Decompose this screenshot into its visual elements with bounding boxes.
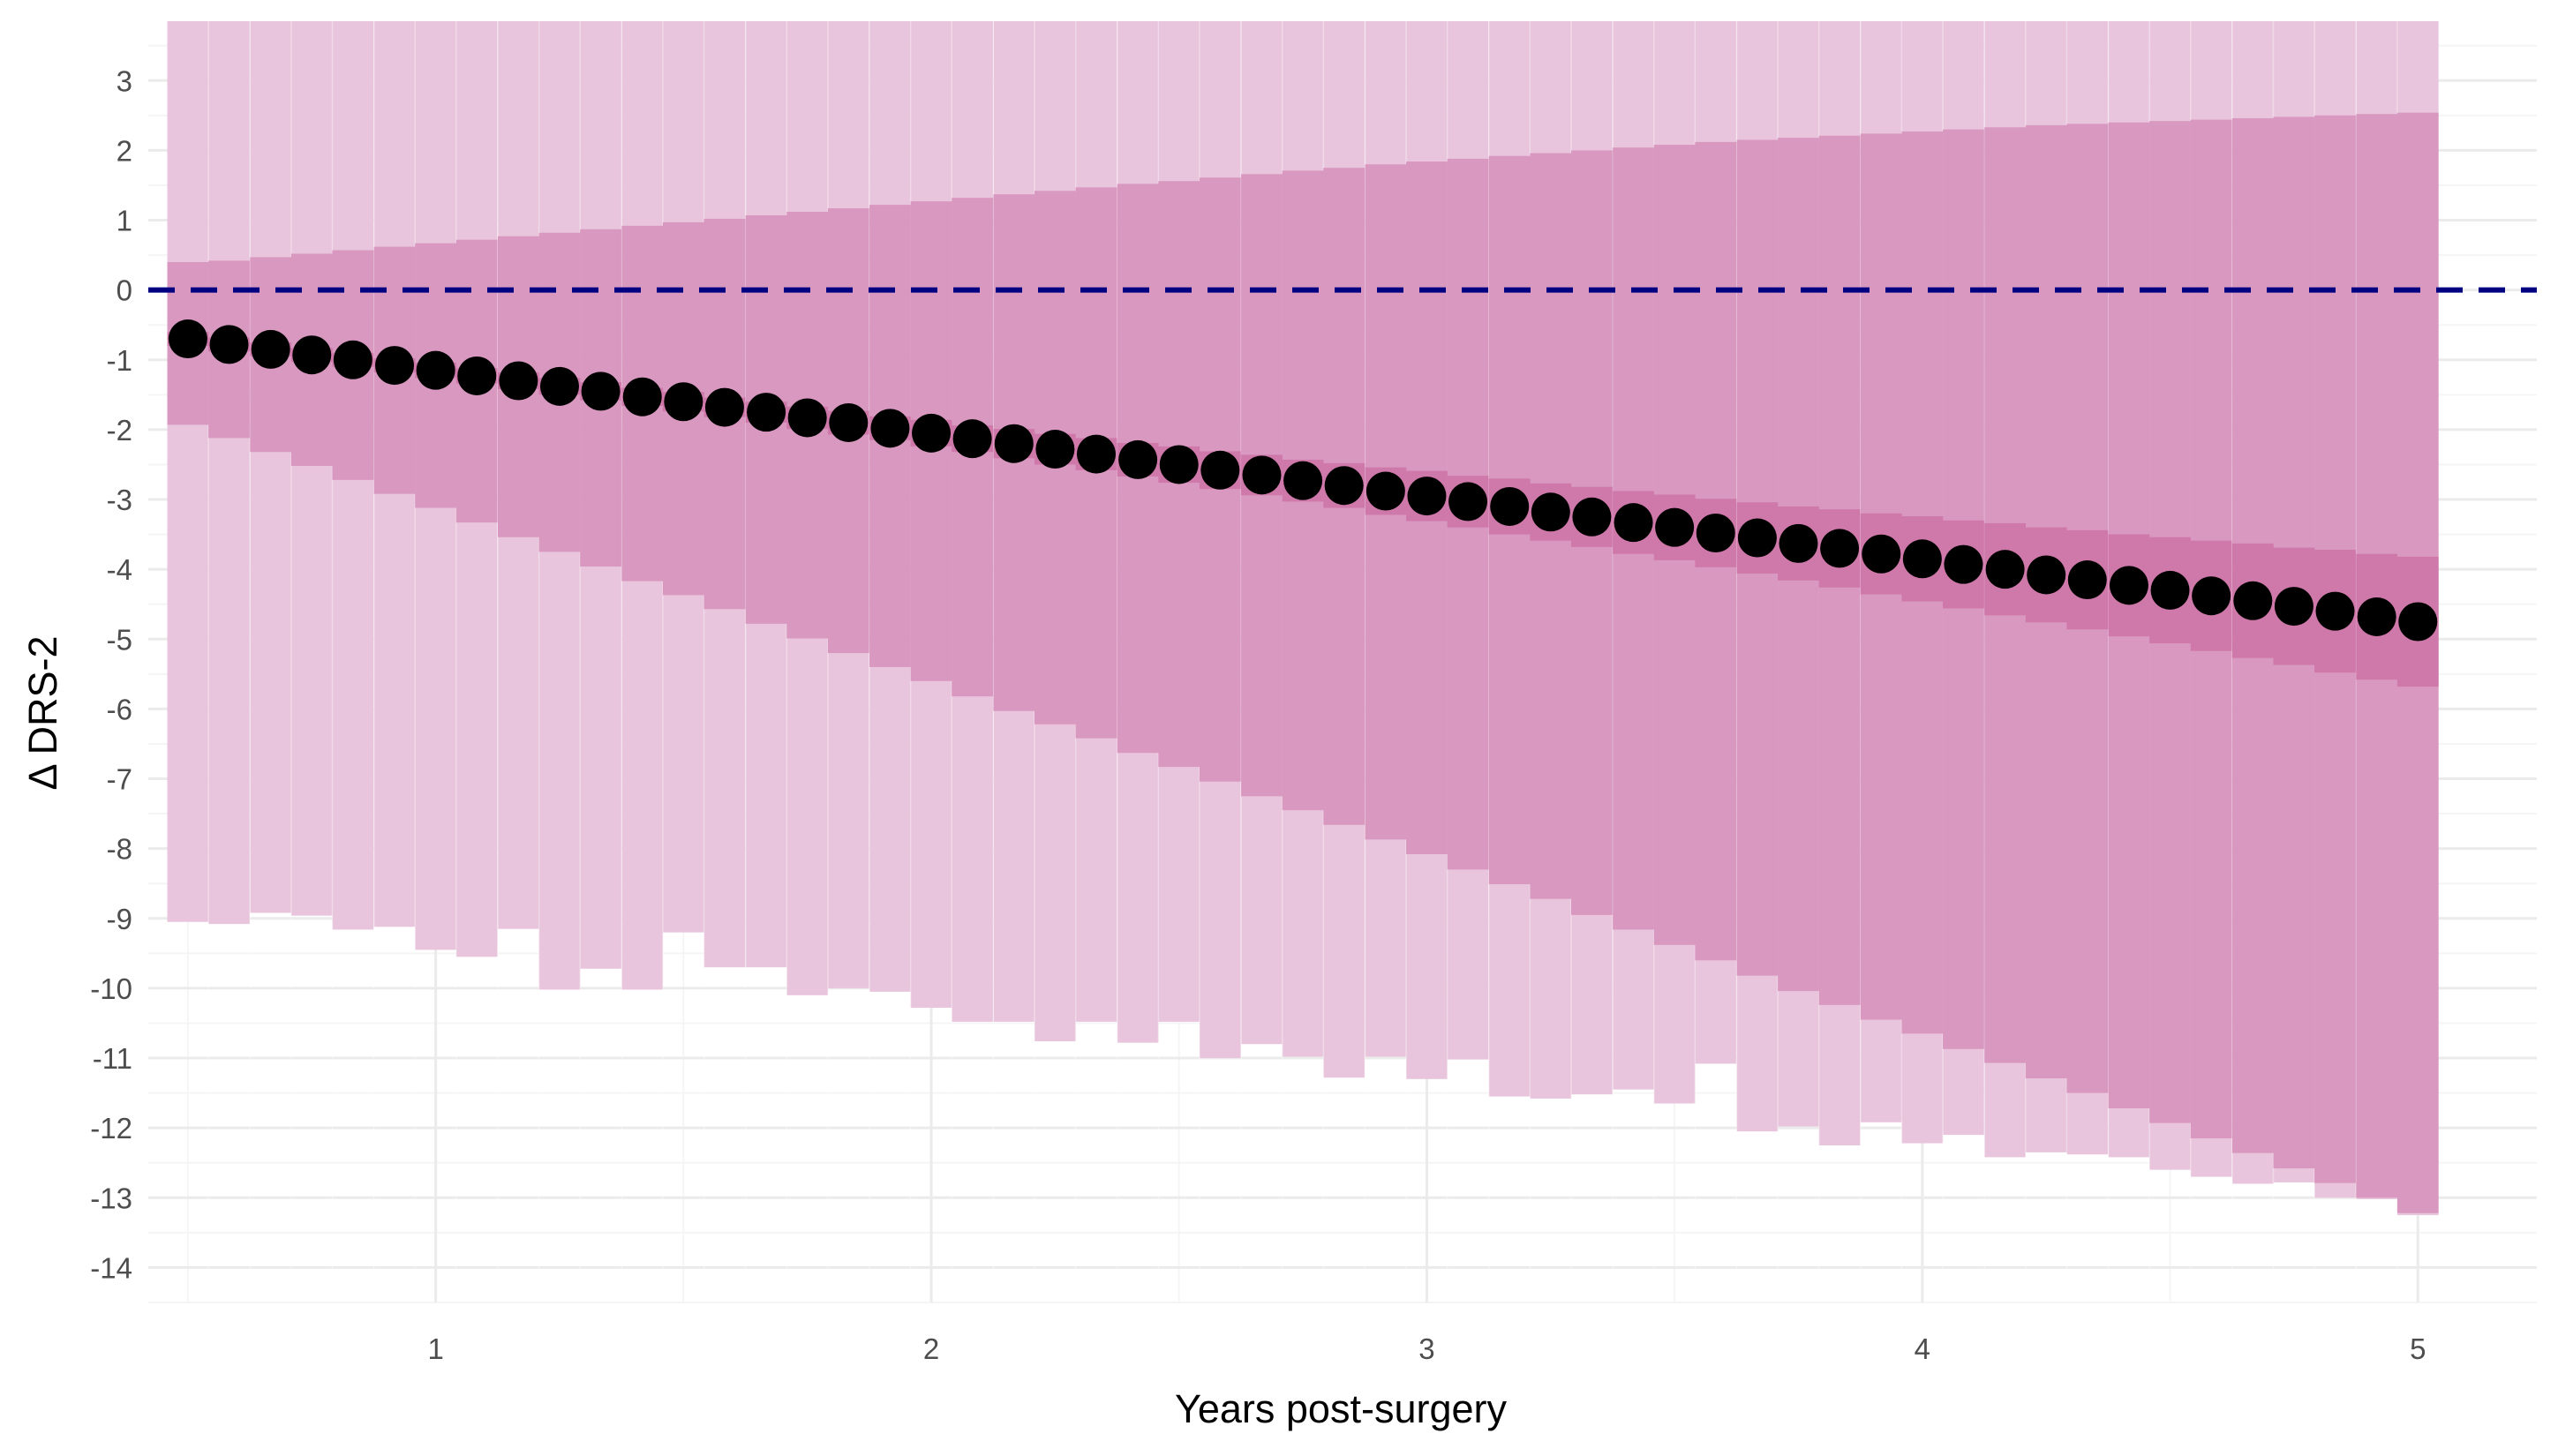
data-point <box>870 409 910 448</box>
data-point <box>1820 529 1860 568</box>
data-point <box>1696 514 1735 553</box>
x-axis-title: Years post-surgery <box>1175 1386 1508 1431</box>
data-point <box>375 346 415 386</box>
y-tick-label: -9 <box>107 903 132 935</box>
data-point <box>2233 581 2273 620</box>
data-point <box>1407 477 1447 516</box>
data-point <box>1283 461 1323 500</box>
data-point <box>416 350 455 390</box>
y-tick-label: 0 <box>117 274 132 307</box>
y-axis-title: Δ DRS-2 <box>20 635 65 790</box>
data-point <box>581 372 621 411</box>
data-point <box>1655 507 1695 547</box>
data-point <box>664 382 703 422</box>
data-point <box>1242 455 1282 495</box>
data-point <box>1779 523 1818 563</box>
y-tick-label: -11 <box>93 1042 132 1075</box>
outer-interval-bar <box>250 21 292 913</box>
data-point <box>747 393 786 432</box>
data-point <box>2150 570 2190 610</box>
data-point <box>539 366 579 406</box>
data-point <box>209 325 249 364</box>
y-tick-label: 1 <box>117 205 132 237</box>
data-point <box>292 335 332 375</box>
y-tick-label: -1 <box>107 344 132 377</box>
data-point <box>251 329 290 369</box>
data-point <box>952 419 992 459</box>
x-tick-label: 5 <box>2410 1332 2426 1365</box>
data-point <box>1902 539 1942 579</box>
y-tick-label: -3 <box>107 484 132 516</box>
y-tick-label: -7 <box>107 763 132 796</box>
data-point <box>1490 486 1530 526</box>
data-points <box>168 319 2438 642</box>
outer-interval-bar <box>290 21 333 916</box>
data-point <box>1366 471 1405 511</box>
y-tick-label: -10 <box>90 972 132 1005</box>
y-tick-label: 2 <box>117 134 132 167</box>
data-point <box>1944 544 1983 584</box>
x-tick-label: 2 <box>923 1332 939 1365</box>
data-point <box>1118 439 1158 479</box>
x-tick-label: 4 <box>1915 1332 1930 1365</box>
outer-interval-bar <box>208 21 250 925</box>
data-point <box>1035 430 1075 469</box>
y-axis: 3 2 1 0 -1 -2 -3 -4 -5 -6 -7 -8 -9 -10 -11 -12 -13 -14 <box>90 64 132 1284</box>
y-tick-label: 3 <box>117 64 132 97</box>
y-tick-label: -12 <box>90 1112 132 1145</box>
y-tick-label: -2 <box>107 414 132 447</box>
data-point <box>1159 445 1199 484</box>
y-tick-label: -8 <box>107 833 132 866</box>
data-point <box>1572 497 1612 537</box>
x-tick-label: 3 <box>1418 1332 1434 1365</box>
data-point <box>2027 555 2066 595</box>
data-point <box>2274 587 2313 627</box>
y-tick-label: -4 <box>107 553 132 586</box>
data-point <box>787 398 827 438</box>
data-point <box>829 402 869 442</box>
x-axis: 1 2 3 4 5 <box>427 1332 2426 1365</box>
data-point <box>1614 503 1653 543</box>
data-point <box>333 340 372 379</box>
data-point <box>1737 518 1777 558</box>
y-tick-label: -6 <box>107 693 132 725</box>
y-tick-label: -13 <box>90 1182 132 1214</box>
data-point <box>1076 434 1116 474</box>
outer-interval-bar <box>167 21 209 922</box>
x-tick-label: 1 <box>427 1332 443 1365</box>
data-point <box>1531 492 1570 532</box>
data-point <box>1862 534 1901 574</box>
y-tick-label: -5 <box>107 623 132 656</box>
data-point <box>2315 591 2355 631</box>
y-tick-label: -14 <box>90 1251 132 1284</box>
data-point <box>1985 550 2025 589</box>
data-point <box>994 424 1034 463</box>
data-point <box>1200 450 1240 490</box>
data-point <box>704 387 744 427</box>
data-point <box>912 413 952 453</box>
data-point <box>2192 576 2231 616</box>
data-point <box>499 361 538 401</box>
data-point <box>2357 597 2396 636</box>
data-point <box>2109 566 2148 605</box>
data-point <box>2067 560 2107 600</box>
data-point <box>1448 482 1488 522</box>
data-point <box>457 356 497 395</box>
data-point <box>168 319 207 359</box>
data-point <box>622 377 662 417</box>
data-point <box>2398 602 2438 642</box>
data-point <box>1324 466 1364 506</box>
